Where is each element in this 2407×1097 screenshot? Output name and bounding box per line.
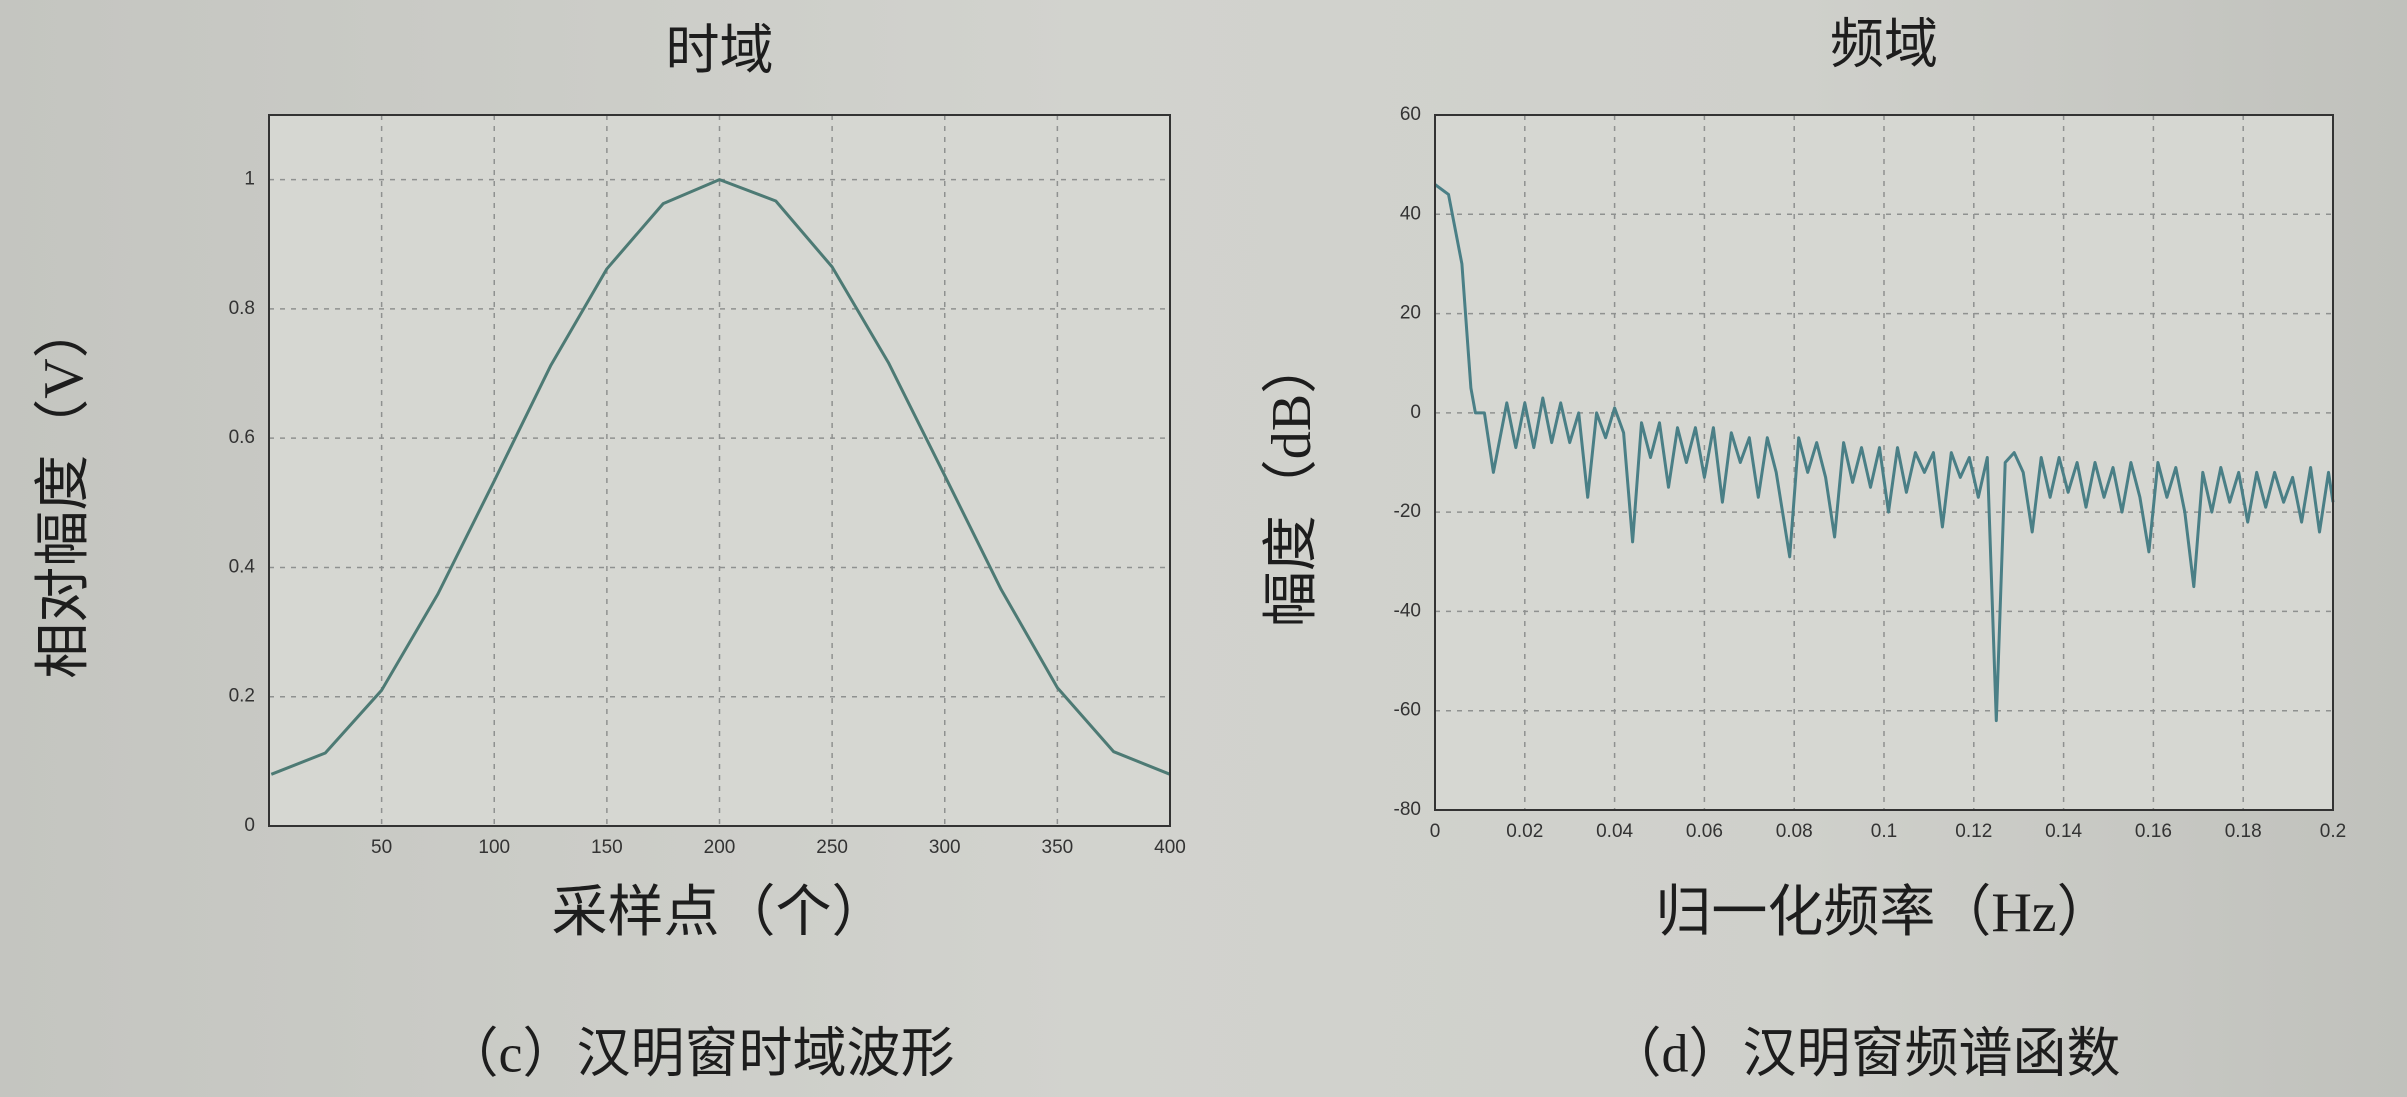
x-tick-label: 150 xyxy=(591,837,623,858)
y-tick-label: 0 xyxy=(244,815,255,836)
x-tick-label: 0.02 xyxy=(1506,821,1543,842)
x-tick-label: 250 xyxy=(816,837,848,858)
x-tick-label: 0.08 xyxy=(1776,821,1813,842)
y-tick-label: 0.2 xyxy=(229,686,255,707)
y-axis-label: 幅度（dB） xyxy=(1261,338,1323,627)
chart: -80 -60 -40 -20 0 20 40 60 0 0.02 0.04 0.06 0.08 0.1 0… xyxy=(1261,14,2346,1083)
y-tick-label: 0 xyxy=(1410,402,1421,423)
y-tick-label: 0.4 xyxy=(229,556,256,577)
x-tick-label: 0.12 xyxy=(1955,821,1992,842)
x-tick-label: 0.16 xyxy=(2135,821,2172,842)
chart-title: 频域 xyxy=(1830,14,1938,74)
plot-border xyxy=(268,114,1171,827)
caption: （d）汉明窗频谱函数 xyxy=(1608,1023,2121,1083)
y-tick-label: 0.6 xyxy=(229,427,255,448)
x-tick-label: 0.18 xyxy=(2225,821,2262,842)
chart-title: 时域 xyxy=(666,20,774,80)
x-tick-label: 0.1 xyxy=(1871,821,1897,842)
y-tick-label: -20 xyxy=(1394,501,1421,522)
x-tick-label: 100 xyxy=(478,837,510,858)
x-tick-label: 0.06 xyxy=(1686,821,1723,842)
y-tick-label: 40 xyxy=(1400,203,1421,224)
x-tick-label: 200 xyxy=(704,837,736,858)
plot-border xyxy=(1434,114,2334,811)
data-line xyxy=(270,178,1171,776)
y-tick-label: 1 xyxy=(244,169,255,190)
x-tick-label: 300 xyxy=(929,837,961,858)
y-tick-label: 60 xyxy=(1400,104,1421,125)
caption: （c）汉明窗时域波形 xyxy=(445,1023,955,1083)
y-tick-label: -60 xyxy=(1394,700,1421,721)
y-tick-label: -40 xyxy=(1394,600,1421,621)
x-axis-label: 归一化频率（Hz） xyxy=(1655,882,2112,944)
x-tick-label: 50 xyxy=(371,837,392,858)
x-tick-label: 0.04 xyxy=(1596,821,1633,842)
y-axis-label: 相对幅度（V） xyxy=(33,302,95,678)
data-line xyxy=(1434,183,2335,723)
y-tick-label: 20 xyxy=(1400,303,1421,324)
x-tick-label: 350 xyxy=(1042,837,1074,858)
plot-area xyxy=(1434,114,2334,811)
x-tick-label: 0 xyxy=(1430,821,1441,842)
x-tick-label: 0.2 xyxy=(2320,821,2346,842)
x-axis-label: 采样点（个） xyxy=(552,882,888,944)
y-tick-label: -80 xyxy=(1394,799,1421,820)
x-tick-label: 400 xyxy=(1154,837,1186,858)
x-tick-label: 0.14 xyxy=(2045,821,2082,842)
y-tick-label: 0.8 xyxy=(229,298,255,319)
